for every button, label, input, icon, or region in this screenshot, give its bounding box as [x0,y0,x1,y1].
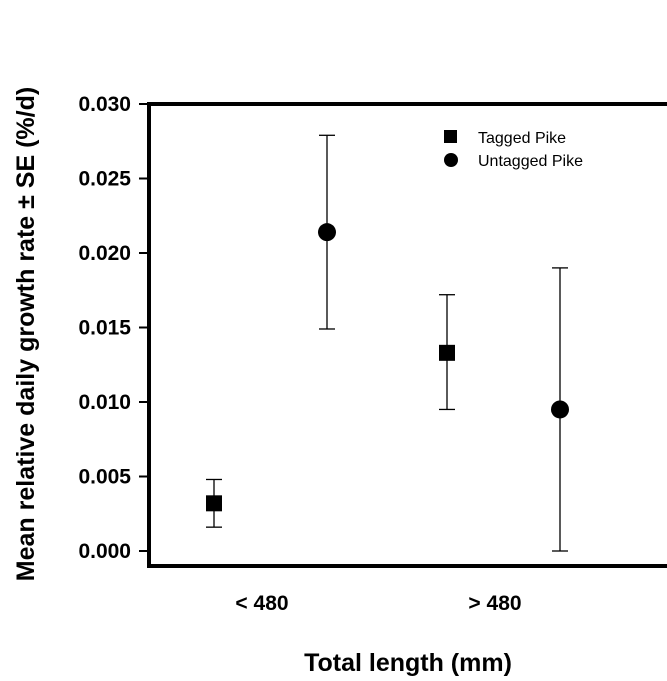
y-tick-label: 0.015 [78,317,131,340]
x-axis-labels: < 480 > 480 [235,592,521,615]
y-tick-label: 0.030 [78,93,131,116]
y-tick-label: 0.000 [78,540,131,563]
error-bars [206,135,568,551]
data-point-tagged-square [206,495,222,511]
legend-marker-untagged [444,153,458,167]
y-tick-label: 0.005 [78,466,131,489]
x-axis-title: Total length (mm) [304,649,512,677]
y-tick-label: 0.025 [78,168,131,191]
legend-marker-tagged [444,130,457,143]
plot-frame [147,103,667,568]
data-point-untagged-circle [551,400,569,418]
y-axis-title: Mean relative daily growth rate ± SE (%/… [12,87,40,581]
data-point-tagged-square [439,345,455,361]
x-category-label: < 480 [235,592,288,615]
y-tick-label: 0.020 [78,242,131,265]
x-category-label: > 480 [468,592,521,615]
legend: Tagged Pike Untagged Pike [444,130,583,170]
legend-label-untagged: Untagged Pike [478,153,583,170]
data-markers [206,223,569,511]
y-tick-label: 0.010 [78,391,131,414]
data-point-untagged-circle [318,223,336,241]
legend-label-tagged: Tagged Pike [478,130,566,147]
y-axis-ticks: 0.000 0.005 0.010 0.015 0.020 0.025 0.030 [78,93,149,563]
